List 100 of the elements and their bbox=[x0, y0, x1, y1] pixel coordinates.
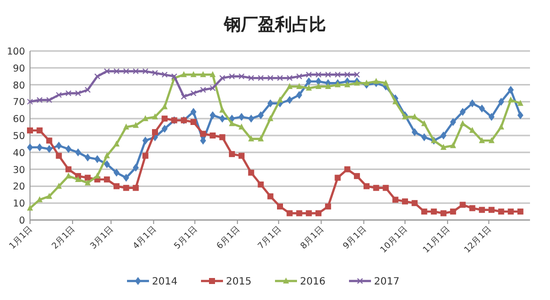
point bbox=[238, 152, 245, 159]
point bbox=[286, 96, 293, 104]
point bbox=[267, 115, 274, 122]
point bbox=[373, 78, 380, 84]
point bbox=[258, 182, 264, 188]
point bbox=[373, 184, 380, 191]
point bbox=[488, 112, 495, 121]
point bbox=[460, 202, 466, 208]
point bbox=[36, 127, 43, 134]
point bbox=[364, 183, 370, 190]
point bbox=[478, 137, 485, 144]
point bbox=[286, 75, 293, 82]
point bbox=[296, 90, 302, 99]
point bbox=[248, 75, 254, 82]
point bbox=[306, 210, 312, 216]
y-tick-label: 20 bbox=[12, 182, 25, 193]
point bbox=[219, 106, 226, 113]
point bbox=[36, 97, 43, 104]
point bbox=[267, 75, 274, 82]
point bbox=[75, 176, 82, 182]
y-tick-label: 60 bbox=[12, 114, 25, 126]
point bbox=[334, 174, 341, 181]
point bbox=[450, 118, 456, 126]
point bbox=[84, 86, 91, 93]
point bbox=[114, 183, 120, 190]
point bbox=[344, 72, 350, 78]
x-tick-label: 11月1日 bbox=[421, 224, 453, 256]
point bbox=[498, 124, 504, 130]
point bbox=[142, 152, 148, 159]
point bbox=[248, 114, 254, 123]
y-tick-label: 10 bbox=[12, 198, 25, 210]
point bbox=[517, 100, 524, 106]
chart-title: 钢厂盈利占比 bbox=[223, 15, 326, 35]
point bbox=[238, 112, 245, 121]
point bbox=[286, 210, 293, 216]
point bbox=[306, 72, 312, 78]
point bbox=[104, 160, 110, 168]
x-tick-label: 10月1日 bbox=[378, 224, 410, 256]
point bbox=[123, 174, 130, 182]
point bbox=[392, 196, 398, 203]
point bbox=[315, 82, 322, 89]
x-tick-label: 1月1日 bbox=[8, 224, 36, 252]
point bbox=[508, 96, 514, 103]
point bbox=[354, 72, 360, 78]
point bbox=[296, 82, 302, 89]
point bbox=[469, 205, 476, 212]
y-tick-label: 100 bbox=[6, 46, 25, 58]
point bbox=[152, 129, 158, 136]
point bbox=[94, 155, 100, 164]
point bbox=[114, 68, 120, 74]
point bbox=[200, 86, 206, 93]
point bbox=[27, 127, 33, 134]
x-tick-label: 6月1日 bbox=[215, 224, 243, 252]
point bbox=[84, 174, 91, 181]
point bbox=[46, 145, 52, 154]
point bbox=[392, 98, 398, 104]
point bbox=[210, 71, 216, 78]
point bbox=[180, 94, 187, 100]
point bbox=[46, 97, 52, 104]
point bbox=[354, 173, 360, 180]
point bbox=[162, 72, 168, 78]
point bbox=[508, 86, 514, 94]
point bbox=[75, 90, 82, 96]
point bbox=[142, 136, 148, 145]
point bbox=[325, 203, 332, 210]
x-tick-label: 5月1日 bbox=[172, 224, 200, 252]
point bbox=[219, 114, 226, 123]
point bbox=[65, 166, 72, 172]
point bbox=[469, 126, 476, 133]
point bbox=[46, 138, 52, 144]
point bbox=[258, 111, 264, 120]
x-tick-label: 3月1日 bbox=[88, 224, 116, 252]
point bbox=[488, 206, 495, 213]
point bbox=[65, 90, 72, 96]
point bbox=[267, 99, 274, 108]
point bbox=[132, 164, 139, 172]
point bbox=[498, 208, 504, 215]
point bbox=[421, 120, 428, 126]
point bbox=[228, 120, 235, 126]
point bbox=[104, 152, 110, 158]
point bbox=[306, 84, 312, 91]
point bbox=[382, 184, 389, 191]
point bbox=[296, 210, 302, 216]
point bbox=[248, 170, 254, 176]
point bbox=[65, 145, 72, 154]
point bbox=[498, 98, 504, 106]
point bbox=[286, 82, 293, 89]
point bbox=[190, 71, 196, 78]
point bbox=[450, 208, 456, 215]
point bbox=[517, 208, 524, 215]
point bbox=[104, 68, 110, 74]
point bbox=[421, 208, 428, 215]
point bbox=[228, 151, 235, 158]
point bbox=[104, 176, 110, 182]
point bbox=[132, 184, 139, 191]
point bbox=[114, 168, 120, 177]
x-tick-label: 8月1日 bbox=[298, 224, 326, 252]
y-tick-label: 40 bbox=[12, 148, 25, 159]
point bbox=[56, 152, 62, 159]
point bbox=[219, 134, 226, 140]
